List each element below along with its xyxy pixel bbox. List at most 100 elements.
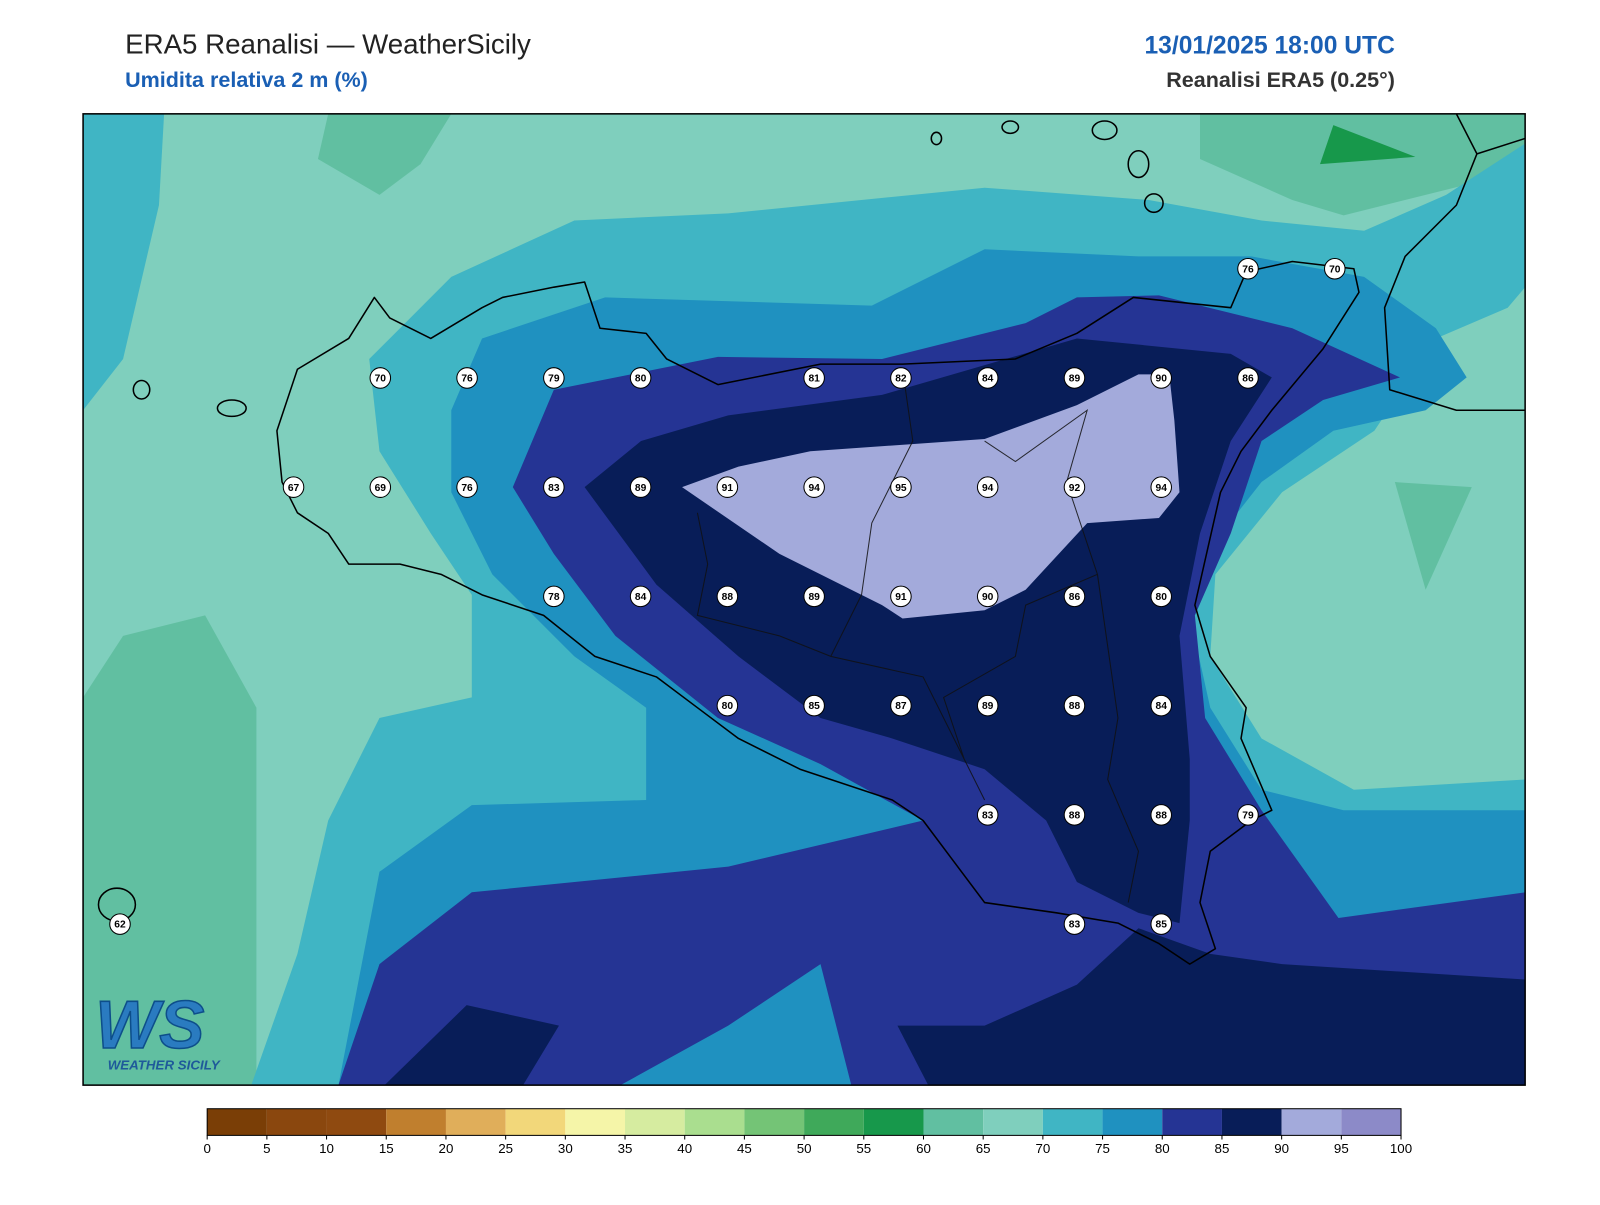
colorbar-segment — [266, 1108, 327, 1136]
station-marker — [1063, 585, 1086, 608]
station-value: 91 — [895, 592, 907, 603]
colorbar-tick-label: 80 — [1155, 1141, 1170, 1156]
colorbar-tick-label: 35 — [618, 1141, 633, 1156]
station-marker — [890, 585, 912, 608]
station-marker — [543, 476, 565, 498]
colorbar-segment — [923, 1108, 984, 1136]
station-value: 84 — [1156, 701, 1168, 712]
station-marker — [1150, 476, 1172, 498]
field-85-90 — [384, 1005, 559, 1086]
island — [132, 379, 151, 400]
station-marker — [716, 585, 739, 608]
field-60-65 — [1394, 482, 1472, 590]
station-marker — [1237, 804, 1259, 826]
station-marker — [1063, 804, 1086, 826]
station-value: 69 — [375, 483, 387, 494]
station-marker — [629, 367, 652, 389]
station-value: 76 — [461, 374, 473, 385]
station-value: 94 — [808, 483, 820, 494]
station-value: 88 — [722, 592, 734, 603]
station-value: 92 — [1069, 483, 1081, 494]
station-value: 90 — [1156, 374, 1168, 385]
station-value: 76 — [461, 483, 473, 494]
colorbar: 0 5 10 15 20 25 30 35 40 45 50 55 60 65 70 75 80 85 90 95 10… — [203, 1108, 1412, 1156]
station-marker — [976, 476, 999, 498]
station-marker — [109, 913, 131, 935]
station-value: 62 — [114, 920, 126, 931]
colorbar-segment — [1042, 1108, 1103, 1136]
colorbar-tick-label: 70 — [1035, 1141, 1050, 1156]
colorbar-segment — [1281, 1108, 1342, 1136]
colorbar-segment — [983, 1108, 1043, 1136]
colorbar-tick-label: 55 — [856, 1141, 871, 1156]
field-70-75 — [83, 113, 165, 411]
island — [1091, 120, 1118, 141]
station-marker — [1063, 476, 1086, 498]
station-value: 85 — [1156, 920, 1168, 931]
station-marker — [629, 585, 652, 608]
colorbar-tick-label: 50 — [797, 1141, 812, 1156]
station-marker — [1324, 257, 1346, 280]
station-value: 76 — [1242, 264, 1254, 275]
station-value: 84 — [982, 374, 994, 385]
station-value: 80 — [1156, 592, 1168, 603]
station-marker — [1237, 257, 1259, 280]
island — [930, 131, 943, 146]
station-value: 90 — [982, 592, 994, 603]
station-value: 94 — [982, 483, 994, 494]
station-marker — [976, 694, 999, 717]
station-value: 81 — [808, 374, 820, 385]
station-value: 86 — [1069, 592, 1081, 603]
colorbar-tick-label: 30 — [558, 1141, 573, 1156]
field-55-60 — [1320, 125, 1416, 165]
station-value: 79 — [1242, 810, 1254, 821]
station-marker — [890, 694, 912, 717]
subtitle: Umidita relativa 2 m (%) — [125, 68, 368, 92]
station-marker — [456, 476, 478, 498]
station-value: 78 — [548, 592, 560, 603]
colorbar-tick-label: 95 — [1334, 1141, 1349, 1156]
colorbar-tick-label: 75 — [1095, 1141, 1110, 1156]
station-value: 88 — [1069, 701, 1081, 712]
island — [1143, 193, 1164, 214]
colorbar-segment — [386, 1108, 446, 1136]
colorbar-tick-label: 90 — [1274, 1141, 1289, 1156]
station-value: 89 — [635, 483, 647, 494]
colorbar-segment — [804, 1108, 864, 1136]
colorbar-tick-label: 65 — [976, 1141, 991, 1156]
station-value: 88 — [1156, 810, 1168, 821]
colorbar-segment — [684, 1108, 745, 1136]
station-value: 85 — [808, 701, 820, 712]
field-60-65 — [1200, 113, 1526, 216]
station-value: 83 — [548, 483, 560, 494]
station-value: 80 — [722, 701, 734, 712]
field-90-95 — [682, 374, 1180, 619]
station-value: 91 — [722, 483, 734, 494]
station-marker — [369, 476, 392, 498]
station-marker — [1150, 367, 1172, 389]
station-marker — [976, 804, 999, 826]
station-marker — [629, 476, 652, 498]
station-value: 94 — [1156, 483, 1168, 494]
station-marker — [976, 367, 999, 389]
colorbar-tick-label: 60 — [916, 1141, 931, 1156]
station-value: 95 — [895, 483, 907, 494]
station-marker — [890, 476, 912, 498]
station-value: 88 — [1069, 810, 1081, 821]
colorbar-tick-label: 20 — [439, 1141, 454, 1156]
station-value: 89 — [1069, 374, 1081, 385]
station-marker — [1150, 913, 1172, 935]
logo-name: WEATHER SICILY — [108, 1058, 221, 1073]
map-frame — [82, 113, 1526, 1086]
datetime: 13/01/2025 18:00 UTC — [1144, 32, 1395, 59]
station-marker — [803, 476, 825, 498]
station-marker — [716, 694, 739, 717]
colorbar-tick-label: 0 — [203, 1141, 210, 1156]
colorbar-segment — [505, 1108, 566, 1136]
station-marker — [1150, 694, 1172, 717]
station-value: 87 — [895, 701, 907, 712]
field-85-90 — [897, 928, 1526, 1086]
stations: 76 70 70 76 79 80 81 82 84 89 90 86 67 69 76 83 89 91 94 95… — [109, 257, 1346, 935]
